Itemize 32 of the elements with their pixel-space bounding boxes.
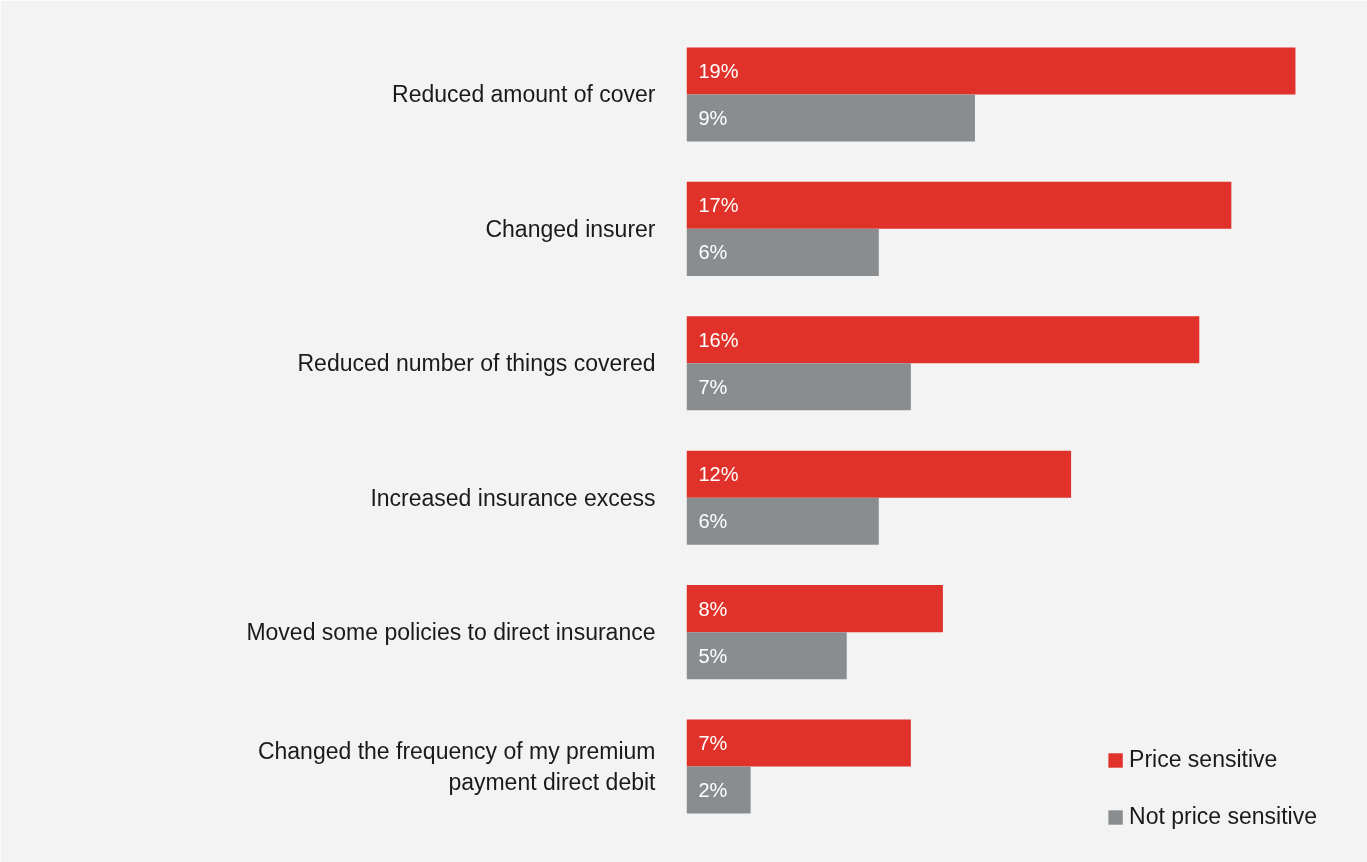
bar bbox=[686, 316, 1200, 364]
y-tick-label: Reduced amount of cover bbox=[392, 81, 656, 108]
bar bbox=[686, 181, 1232, 229]
data-label: 6% bbox=[698, 241, 728, 264]
data-label: 7% bbox=[698, 732, 728, 755]
y-tick-label: Changed insurer bbox=[485, 215, 656, 242]
bar bbox=[686, 585, 943, 633]
bar bbox=[686, 497, 879, 545]
y-tick-label: Moved some policies to direct insurance bbox=[246, 619, 656, 646]
bar bbox=[686, 228, 879, 276]
bar bbox=[686, 450, 1072, 498]
bar bbox=[686, 719, 911, 767]
bar bbox=[686, 766, 751, 814]
data-label: 19% bbox=[698, 59, 739, 82]
bar bbox=[686, 363, 911, 411]
data-label: 9% bbox=[698, 106, 728, 129]
bar bbox=[686, 632, 847, 680]
data-label: 17% bbox=[698, 194, 739, 217]
legend-label: Not price sensitive bbox=[1129, 803, 1317, 830]
data-label: 7% bbox=[698, 375, 728, 398]
y-tick-label: Changed the frequency of my premium payment direct debit bbox=[257, 737, 657, 796]
bar bbox=[686, 94, 975, 142]
data-label: 5% bbox=[698, 644, 728, 667]
legend-label: Price sensitive bbox=[1129, 746, 1278, 773]
data-label: 16% bbox=[698, 328, 739, 351]
y-tick-label: Reduced number of things covered bbox=[297, 350, 656, 377]
data-label: 2% bbox=[698, 779, 728, 802]
data-label: 6% bbox=[698, 510, 728, 533]
data-label: 8% bbox=[698, 597, 728, 620]
bar bbox=[686, 47, 1296, 95]
y-tick-label: Increased insurance excess bbox=[370, 484, 656, 511]
data-label: 12% bbox=[698, 463, 739, 486]
